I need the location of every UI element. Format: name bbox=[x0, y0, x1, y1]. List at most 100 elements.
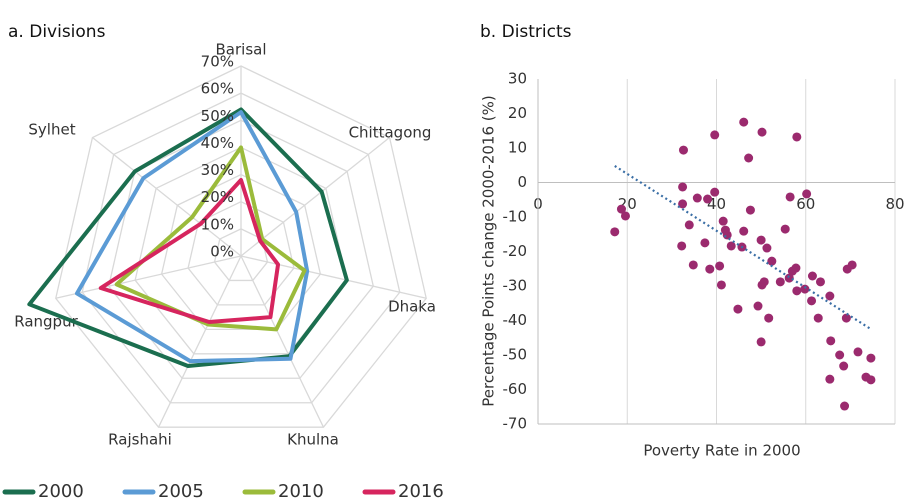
point bbox=[767, 256, 777, 266]
y-tick-label: 10 bbox=[508, 139, 527, 157]
grid-ring bbox=[55, 65, 427, 428]
point bbox=[792, 132, 802, 142]
r-tick-label: 70% bbox=[201, 53, 234, 71]
category-label: Rajshahi bbox=[108, 431, 172, 449]
y-tick-label: 0 bbox=[517, 173, 527, 191]
point bbox=[866, 375, 876, 385]
point bbox=[710, 130, 720, 140]
point bbox=[840, 401, 850, 411]
legend-label: 2010 bbox=[278, 481, 324, 501]
r-tick-label: 10% bbox=[201, 215, 234, 233]
grid-ring bbox=[134, 146, 348, 355]
point bbox=[807, 296, 817, 306]
point bbox=[853, 347, 863, 357]
point bbox=[780, 224, 790, 234]
point bbox=[745, 205, 755, 215]
r-tick-label: 60% bbox=[201, 80, 234, 98]
point bbox=[764, 313, 774, 323]
point bbox=[722, 230, 732, 240]
point bbox=[759, 277, 769, 287]
grid-ring bbox=[107, 119, 375, 379]
point bbox=[756, 235, 766, 245]
point bbox=[826, 336, 836, 346]
point bbox=[678, 199, 688, 209]
point bbox=[762, 243, 772, 253]
category-label: Chittagong bbox=[349, 124, 432, 142]
point bbox=[688, 260, 698, 270]
point bbox=[800, 284, 810, 294]
grid-ring bbox=[187, 200, 295, 306]
spoke bbox=[240, 255, 427, 299]
point bbox=[815, 277, 825, 287]
point bbox=[733, 304, 743, 314]
category-label: Sylhet bbox=[28, 121, 75, 139]
x-axis-label: Poverty Rate in 2000 bbox=[643, 442, 800, 460]
point bbox=[744, 153, 754, 163]
point bbox=[726, 241, 736, 251]
point bbox=[785, 192, 795, 202]
point bbox=[677, 241, 687, 251]
point bbox=[813, 313, 823, 323]
y-tick-label: -70 bbox=[503, 415, 528, 433]
point bbox=[807, 271, 817, 281]
spoke bbox=[240, 137, 390, 257]
series-line bbox=[114, 145, 307, 332]
point bbox=[620, 211, 630, 221]
point bbox=[757, 127, 767, 137]
point bbox=[775, 277, 785, 287]
point bbox=[739, 226, 749, 236]
r-tick-label: 20% bbox=[201, 188, 234, 206]
y-tick-label: 20 bbox=[508, 104, 527, 122]
x-tick-label: 60 bbox=[796, 195, 815, 213]
spoke bbox=[157, 255, 242, 428]
point bbox=[866, 353, 876, 363]
point bbox=[739, 117, 749, 127]
series-line bbox=[98, 178, 281, 325]
grid-ring bbox=[160, 173, 322, 331]
y-axis-label: Percentage Points change 2000-2016 (%) bbox=[480, 95, 498, 406]
r-tick-label: 40% bbox=[201, 134, 234, 152]
spoke bbox=[55, 255, 242, 299]
y-tick-label: -40 bbox=[503, 311, 528, 329]
point bbox=[710, 187, 720, 197]
legend-label: 2016 bbox=[398, 481, 444, 501]
legend-label: 2000 bbox=[38, 481, 84, 501]
r-tick-label: 30% bbox=[201, 161, 234, 179]
point bbox=[616, 204, 626, 214]
series-line bbox=[74, 110, 310, 364]
point bbox=[841, 313, 851, 323]
point bbox=[610, 227, 620, 237]
chart-title: b. Districts bbox=[480, 22, 572, 42]
point bbox=[835, 350, 845, 360]
y-tick-label: -30 bbox=[503, 277, 528, 295]
point bbox=[684, 220, 694, 230]
point bbox=[703, 194, 713, 204]
y-tick-label: 30 bbox=[508, 70, 527, 88]
point bbox=[718, 216, 728, 226]
x-tick-label: 80 bbox=[885, 195, 904, 213]
point bbox=[705, 264, 715, 274]
y-tick-label: -60 bbox=[503, 380, 528, 398]
spoke bbox=[240, 255, 325, 428]
r-tick-label: 0% bbox=[210, 243, 234, 261]
point bbox=[784, 273, 794, 283]
point bbox=[791, 263, 801, 273]
trendline bbox=[614, 165, 872, 331]
point bbox=[802, 189, 812, 199]
point bbox=[678, 145, 688, 155]
y-tick-label: -50 bbox=[503, 346, 528, 364]
category-label: Barisal bbox=[216, 41, 267, 59]
point bbox=[753, 301, 763, 311]
point bbox=[825, 374, 835, 384]
point bbox=[825, 291, 835, 301]
chart-title: a. Divisions bbox=[8, 22, 106, 42]
point bbox=[692, 193, 702, 203]
point bbox=[847, 260, 857, 270]
point bbox=[678, 182, 688, 192]
r-tick-label: 50% bbox=[201, 107, 234, 125]
point bbox=[839, 361, 849, 371]
category-label: Dhaka bbox=[388, 298, 436, 316]
spoke bbox=[92, 137, 242, 257]
